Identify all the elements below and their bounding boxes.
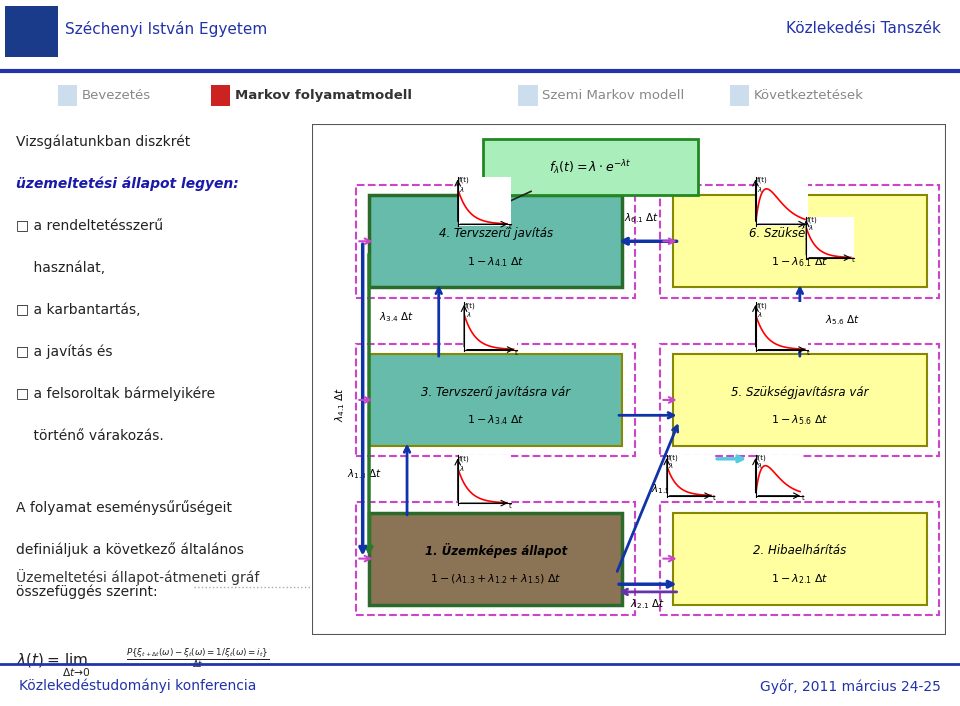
Text: $1-\lambda_{6.1}\;\Delta t$: $1-\lambda_{6.1}\;\Delta t$ bbox=[771, 255, 828, 269]
Text: Széchenyi István Egyetem: Széchenyi István Egyetem bbox=[65, 20, 268, 37]
FancyBboxPatch shape bbox=[673, 354, 926, 446]
Text: t: t bbox=[802, 495, 804, 501]
Text: □ a felsoroltak bármelyikére: □ a felsoroltak bármelyikére bbox=[15, 387, 215, 402]
Text: $1-(\lambda_{1.3}+\lambda_{1.2}+\lambda_{1.5})\;\Delta t$: $1-(\lambda_{1.3}+\lambda_{1.2}+\lambda_… bbox=[430, 573, 562, 586]
Bar bbox=[660, 344, 939, 456]
Text: $1-\lambda_{3.4}\;\Delta t$: $1-\lambda_{3.4}\;\Delta t$ bbox=[468, 414, 524, 427]
Text: Közlekedéstudományi konferencia: Közlekedéstudományi konferencia bbox=[19, 679, 256, 693]
Bar bbox=[356, 503, 636, 615]
Text: 2. Hibaelhárítás: 2. Hibaelhárítás bbox=[754, 544, 847, 558]
FancyBboxPatch shape bbox=[483, 139, 699, 196]
Bar bbox=[660, 503, 939, 615]
FancyBboxPatch shape bbox=[58, 85, 77, 106]
Text: definiáljuk a következő általános: definiáljuk a következő általános bbox=[15, 543, 244, 558]
FancyBboxPatch shape bbox=[730, 85, 749, 106]
Text: $\lambda_{1.3}\;\Delta t$: $\lambda_{1.3}\;\Delta t$ bbox=[347, 467, 382, 481]
Text: t: t bbox=[806, 225, 809, 230]
Text: $\lambda_{4.1}\;\Delta t$: $\lambda_{4.1}\;\Delta t$ bbox=[333, 388, 347, 422]
Text: t: t bbox=[806, 350, 809, 356]
FancyBboxPatch shape bbox=[673, 513, 926, 604]
Text: $\lambda(t)=\lim_{\Delta t \to 0}$: $\lambda(t)=\lim_{\Delta t \to 0}$ bbox=[15, 652, 90, 678]
Text: 3. Tervszerű javításra vár: 3. Tervszerű javításra vár bbox=[421, 385, 570, 399]
Text: f(t): f(t) bbox=[807, 217, 818, 223]
Text: Közlekedési Tanszék: Közlekedési Tanszék bbox=[786, 21, 941, 36]
Text: t: t bbox=[516, 350, 518, 356]
Text: $1-\lambda_{4.1}\;\Delta t$: $1-\lambda_{4.1}\;\Delta t$ bbox=[468, 255, 524, 269]
Text: f(t): f(t) bbox=[667, 455, 679, 461]
Text: összefüggés szerint:: összefüggés szerint: bbox=[15, 585, 157, 599]
Bar bbox=[660, 185, 939, 298]
Bar bbox=[356, 185, 636, 298]
Text: $\lambda_{2.1}\;\Delta t$: $\lambda_{2.1}\;\Delta t$ bbox=[631, 597, 665, 611]
Text: f(t): f(t) bbox=[756, 455, 767, 461]
Text: f(t): f(t) bbox=[459, 176, 469, 184]
Text: f(t): f(t) bbox=[465, 302, 475, 309]
FancyBboxPatch shape bbox=[369, 195, 622, 287]
Text: történő várakozás.: történő várakozás. bbox=[15, 429, 163, 443]
Text: $\lambda$: $\lambda$ bbox=[757, 461, 763, 470]
Text: $\lambda_{3.4}\;\Delta t$: $\lambda_{3.4}\;\Delta t$ bbox=[378, 311, 414, 325]
FancyBboxPatch shape bbox=[518, 85, 538, 106]
Text: $1-\lambda_{2.1}\;\Delta t$: $1-\lambda_{2.1}\;\Delta t$ bbox=[771, 572, 828, 586]
Text: $\lambda$: $\lambda$ bbox=[757, 185, 763, 193]
Text: Következtetések: Következtetések bbox=[754, 89, 863, 102]
FancyBboxPatch shape bbox=[369, 354, 622, 446]
Text: $\lambda$: $\lambda$ bbox=[757, 310, 763, 319]
Text: f(t): f(t) bbox=[756, 176, 767, 184]
Text: A folyamat eseménysűrűségeit: A folyamat eseménysűrűségeit bbox=[15, 501, 231, 515]
Text: 1. Üzemképes állapot: 1. Üzemképes állapot bbox=[424, 544, 566, 558]
Text: □ a rendeltetésszerű: □ a rendeltetésszerű bbox=[15, 219, 163, 233]
Text: $\lambda$: $\lambda$ bbox=[460, 464, 465, 472]
FancyBboxPatch shape bbox=[673, 195, 926, 287]
Text: $\lambda$: $\lambda$ bbox=[466, 310, 471, 319]
Text: 4. Tervszerű javítás: 4. Tervszerű javítás bbox=[439, 227, 553, 240]
Text: $\lambda$: $\lambda$ bbox=[807, 223, 813, 232]
Text: $\lambda_{5.6}\;\Delta t$: $\lambda_{5.6}\;\Delta t$ bbox=[826, 313, 860, 327]
Text: t: t bbox=[509, 225, 512, 230]
Text: Üzemeltetési állapot-átmeneti gráf: Üzemeltetési állapot-átmeneti gráf bbox=[15, 568, 259, 585]
Text: $\lambda_{1.5}\;\Delta t$: $\lambda_{1.5}\;\Delta t$ bbox=[651, 482, 685, 496]
Text: $\lambda$: $\lambda$ bbox=[460, 185, 465, 193]
Text: $\lambda$: $\lambda$ bbox=[668, 461, 674, 470]
Text: üzemeltetési állapot legyen:: üzemeltetési állapot legyen: bbox=[15, 176, 238, 191]
Text: f(t): f(t) bbox=[756, 302, 767, 309]
Text: Bevezetés: Bevezetés bbox=[82, 89, 151, 102]
Text: $1-\lambda_{5.6}\;\Delta t$: $1-\lambda_{5.6}\;\Delta t$ bbox=[771, 414, 828, 427]
FancyBboxPatch shape bbox=[369, 513, 622, 604]
Text: Vizsgálatunkban diszkrét: Vizsgálatunkban diszkrét bbox=[15, 135, 190, 150]
Text: 5. Szükségjavításra vár: 5. Szükségjavításra vár bbox=[732, 385, 869, 399]
Text: 6. Szükségjavítás: 6. Szükségjavítás bbox=[749, 227, 852, 240]
Bar bbox=[356, 344, 636, 456]
Text: Markov folyamatmodell: Markov folyamatmodell bbox=[235, 89, 412, 102]
Text: t: t bbox=[509, 503, 512, 510]
Text: f(t): f(t) bbox=[459, 456, 469, 462]
Text: Szemi Markov modell: Szemi Markov modell bbox=[542, 89, 684, 102]
Text: $\lambda_{6.1}\;\Delta t$: $\lambda_{6.1}\;\Delta t$ bbox=[624, 211, 659, 225]
Text: Győr, 2011 március 24-25: Győr, 2011 március 24-25 bbox=[760, 678, 941, 694]
Text: □ a karbantartás,: □ a karbantartás, bbox=[15, 303, 140, 317]
Text: használat,: használat, bbox=[15, 261, 105, 275]
FancyBboxPatch shape bbox=[5, 6, 58, 57]
FancyBboxPatch shape bbox=[211, 85, 230, 106]
Text: $f_\lambda(t)=\lambda\cdot e^{-\lambda t}$: $f_\lambda(t)=\lambda\cdot e^{-\lambda t… bbox=[549, 158, 632, 176]
Text: $\frac{P\{\xi_{t+\Delta t}(\omega)-\xi_t(\omega)=1/\xi_t(\omega)=i_t\}}{\Delta t: $\frac{P\{\xi_{t+\Delta t}(\omega)-\xi_t… bbox=[127, 647, 270, 670]
Text: □ a javítás és: □ a javítás és bbox=[15, 345, 112, 359]
Text: t: t bbox=[713, 495, 715, 501]
Text: t: t bbox=[852, 257, 855, 263]
